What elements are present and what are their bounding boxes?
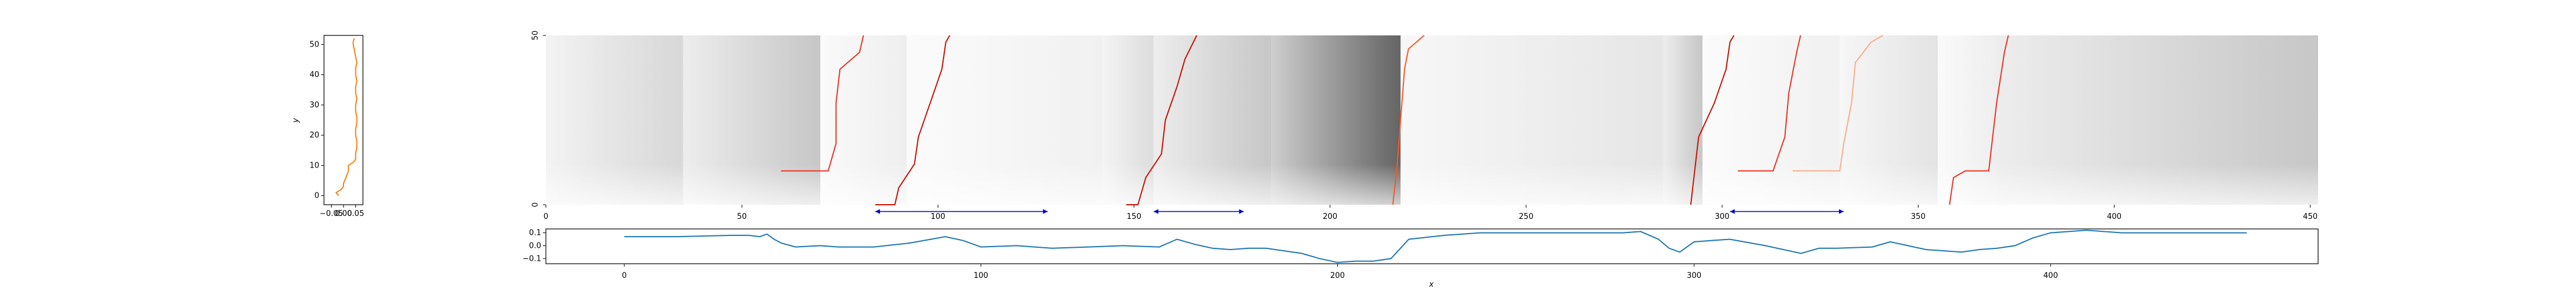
heat-x-tick-label: 0 [544, 212, 548, 221]
left-y-tick-label: 20 [309, 131, 319, 140]
left-profile-line [335, 38, 358, 196]
blue-arrow-head-right [1839, 209, 1844, 214]
heat-x-tick-label: 250 [1519, 212, 1534, 221]
bottom-y-tick-label: −0.1 [522, 254, 541, 263]
heat-x-tick-label: 50 [737, 212, 747, 221]
left-y-axis-label: y [292, 118, 300, 123]
bottom-x-tick-label: 200 [1330, 271, 1345, 280]
heat-x-tick-label: 400 [2107, 212, 2122, 221]
bottom-profile-line [624, 230, 2247, 263]
bottom-y-tick-label: 0.1 [529, 229, 541, 238]
heat-x-tick-label: 150 [1127, 212, 1141, 221]
red-path [1949, 35, 2009, 205]
left-y-tick-label: 0 [315, 192, 319, 201]
heatmap-bottom-fade [546, 164, 2318, 205]
left-x-tick-label: 0.00 [335, 209, 352, 218]
bottom-profile-panel: 0 100 200 300 400 0.1 0.0 −0.1 x [522, 228, 2319, 289]
red-path [781, 35, 865, 172]
blue-arrow-head-left [1153, 209, 1158, 214]
bottom-x-tick-label: 400 [2043, 271, 2058, 280]
left-y-tick-label: 50 [309, 40, 319, 49]
blue-arrow-head-left [1730, 209, 1735, 214]
red-path [1690, 35, 1734, 205]
heat-x-tick-label: 100 [931, 212, 945, 221]
blue-arrow-head-right [1239, 209, 1244, 214]
heat-x-tick-label: 350 [1911, 212, 1926, 221]
bottom-x-tick-label: 300 [1687, 271, 1701, 280]
left-y-tick-label: 10 [309, 161, 319, 170]
left-x-tick-label: 0.05 [347, 209, 364, 218]
bottom-plot-frame [545, 228, 2319, 264]
bottom-x-axis-label: x [1429, 280, 1434, 289]
heat-x-tick-label: 450 [2303, 212, 2318, 221]
left-y-tick-label: 40 [309, 71, 319, 80]
bottom-x-tick-label: 100 [974, 271, 988, 280]
left-y-tick-label: 30 [309, 101, 319, 110]
left-x-tick-label: −0.05 [319, 209, 343, 218]
left-profile-panel: 0 10 20 30 40 50 −0.050.000.05 y [292, 35, 364, 218]
blue-arrow-head-right [1043, 209, 1048, 214]
blue-arrow-head-left [875, 209, 881, 214]
bottom-y-tick-label: 0.0 [529, 241, 541, 250]
red-path [875, 35, 951, 205]
heat-y-tick-label: 50 [531, 31, 540, 41]
red-path [1392, 35, 1425, 205]
heatmap-panel: 0 50 100 150 200 250 300 350 400 450 0 50 [531, 31, 2318, 221]
red-path [1737, 35, 1801, 172]
heat-y-tick-label: 0 [531, 202, 540, 207]
red-path [1792, 35, 1884, 172]
red-path [1126, 35, 1197, 205]
heat-x-tick-label: 200 [1323, 212, 1337, 221]
heat-x-tick-label: 300 [1715, 212, 1730, 221]
bottom-x-tick-label: 0 [622, 271, 627, 280]
